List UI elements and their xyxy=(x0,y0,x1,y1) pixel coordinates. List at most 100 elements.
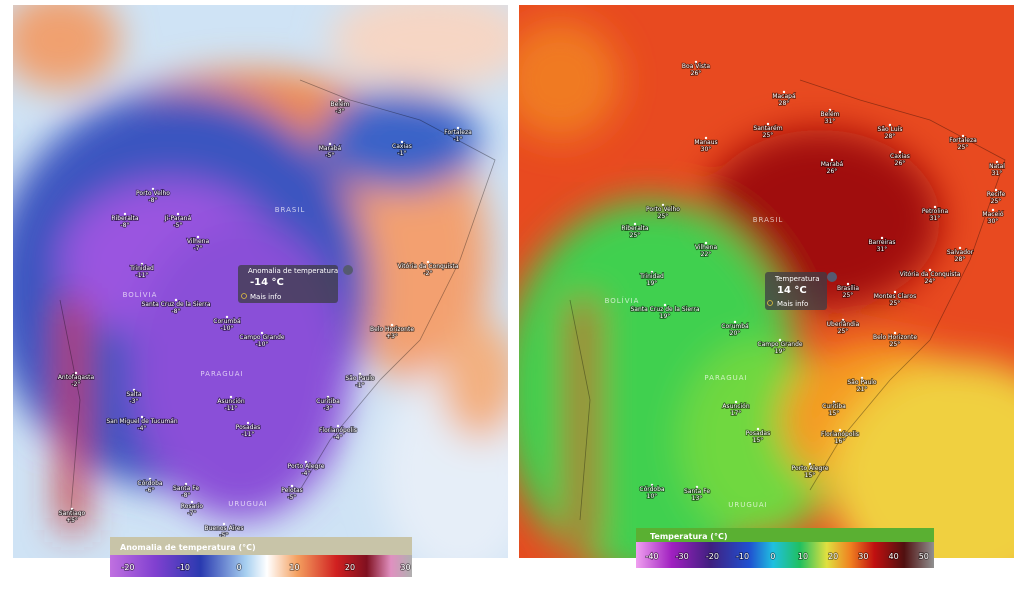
city-dot xyxy=(893,331,897,335)
city-name: Santiago xyxy=(59,510,86,517)
city-name: Belo Horizonte xyxy=(370,326,414,333)
city-dot xyxy=(338,98,342,102)
temperature-map[interactable] xyxy=(500,5,1024,585)
city: Santa Fe-8° xyxy=(172,482,200,500)
city-dot xyxy=(846,282,850,286)
city-dot xyxy=(123,212,127,216)
city-value: -11° xyxy=(225,405,238,412)
city-name: Marabá xyxy=(821,161,844,168)
popup[interactable]: Anomalia de temperatura -14 °C Mais info xyxy=(238,265,353,303)
city-value: 31° xyxy=(992,170,1003,177)
city: Curitiba-3° xyxy=(315,395,341,413)
city-value: 17° xyxy=(731,410,742,417)
city-value: 19° xyxy=(775,348,786,355)
city: Asunción-11° xyxy=(217,395,246,413)
city-name: Belém xyxy=(820,111,839,118)
city-name: Salvador xyxy=(947,249,974,256)
city-value: 10° xyxy=(647,493,658,500)
city-name: Asunción xyxy=(217,398,244,405)
city-dot xyxy=(140,262,144,266)
city-value: 15° xyxy=(753,437,764,444)
city-name: Florianópolis xyxy=(821,431,859,438)
labels: BRASILBOLÍVIAPARAGUAIURUGUAIBelém-3°Mara… xyxy=(57,60,1006,540)
city-value: 28° xyxy=(955,256,966,263)
city-name: Antofagasta xyxy=(58,374,95,381)
anomaly-map[interactable] xyxy=(0,0,540,580)
city-dot xyxy=(633,222,637,226)
city-dot xyxy=(260,331,264,335)
city: Campo Grande-10° xyxy=(239,331,286,349)
city: Salta-3° xyxy=(126,388,143,406)
popup-link[interactable]: Mais info xyxy=(250,293,281,301)
city-name: Salta xyxy=(126,391,142,398)
legend-tick: 50 xyxy=(919,552,929,561)
city-dot xyxy=(174,298,178,302)
city: Belo Horizonte+3° xyxy=(369,323,415,341)
city-dot xyxy=(830,158,834,162)
city-dot xyxy=(661,203,665,207)
city-dot xyxy=(841,318,845,322)
city-value: 19° xyxy=(660,313,671,320)
city-name: São Paulo xyxy=(345,375,375,382)
city-value: -4° xyxy=(302,470,311,477)
city-value: -11° xyxy=(242,431,255,438)
city-dot xyxy=(229,395,233,399)
popup-link[interactable]: Mais info xyxy=(777,300,808,308)
city-value: 16° xyxy=(835,438,846,445)
city-dot xyxy=(246,421,250,425)
city-name: Fortaleza xyxy=(949,137,977,144)
city-name: Porto Velho xyxy=(136,190,170,197)
city-name: Riberalta xyxy=(111,215,138,222)
city-name: Campo Grande xyxy=(239,334,285,341)
city-name: Barreiras xyxy=(868,239,895,246)
city-name: Boa Vista xyxy=(682,63,710,70)
city-name: Brasília xyxy=(837,285,859,292)
city: Porto Velho-8° xyxy=(135,187,171,205)
city-name: Córdoba xyxy=(137,480,163,487)
legend-tick: -40 xyxy=(645,552,658,561)
popup[interactable]: Temperatura 14 °C Mais info xyxy=(765,272,837,310)
city-value: 15° xyxy=(805,472,816,479)
city-name: Vilhena xyxy=(695,244,718,251)
city-dot xyxy=(304,460,308,464)
city-value: 28° xyxy=(885,133,896,140)
city-value: 24° xyxy=(925,278,936,285)
city-name: Asunción xyxy=(722,403,749,410)
city-name: Recife xyxy=(987,191,1006,198)
city-value: -2° xyxy=(72,381,81,388)
city-dot xyxy=(888,123,892,127)
city-name: Campo Grande xyxy=(757,341,803,348)
city: Santa Cruz de la Sierra-8° xyxy=(141,298,212,316)
city: Posadas-11° xyxy=(235,421,261,439)
city-dot xyxy=(828,108,832,112)
city-dot xyxy=(704,136,708,140)
city: Rosario-7° xyxy=(180,500,204,518)
city: Fortaleza-1° xyxy=(443,126,473,144)
city-name: Belém xyxy=(330,101,349,108)
city-dot xyxy=(176,212,180,216)
popup-value: 14 °C xyxy=(777,285,807,296)
city-dot xyxy=(994,188,998,192)
city: Marabá-5° xyxy=(318,142,342,160)
legend-tick: 0 xyxy=(770,552,775,561)
city-value: 26° xyxy=(827,168,838,175)
city-name: Porto Velho xyxy=(646,206,680,213)
legend-tick: 40 xyxy=(889,552,899,561)
city-value: 15° xyxy=(829,410,840,417)
city: Vilhena-7° xyxy=(186,235,210,253)
city-dot xyxy=(196,235,200,239)
city: Florianópolis-4° xyxy=(318,424,358,442)
